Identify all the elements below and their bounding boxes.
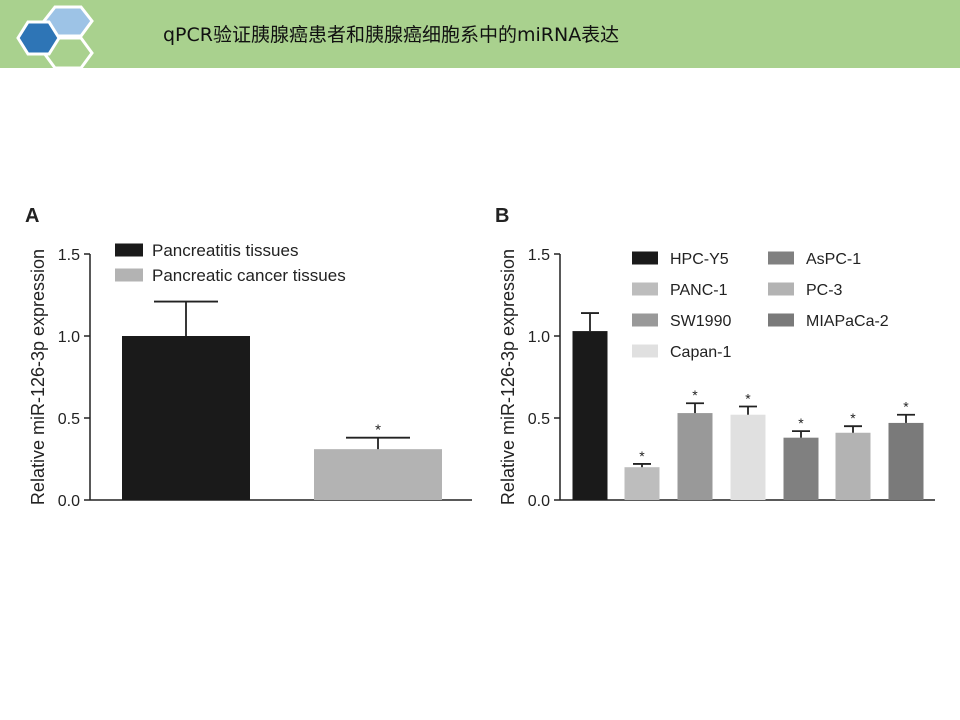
significance-mark: * [903, 399, 909, 415]
page-title: qPCR验证胰腺癌患者和胰腺癌细胞系中的miRNA表达 [163, 24, 620, 46]
y-tick-label: 1.5 [58, 247, 80, 264]
y-axis-label: Relative miR-126-3p expression [498, 249, 518, 505]
bar [572, 331, 608, 500]
legend-label: AsPC-1 [806, 251, 861, 268]
significance-mark: * [850, 410, 856, 426]
legend-label: Pancreatic cancer tissues [152, 266, 346, 285]
legend-swatch [768, 251, 794, 265]
legend-label: PANC-1 [670, 282, 728, 299]
legend-swatch [632, 344, 658, 358]
legend-swatch [115, 268, 143, 282]
bar [730, 414, 766, 500]
y-tick-label: 1.0 [528, 329, 550, 346]
y-tick-label: 0.0 [528, 493, 550, 510]
significance-mark: * [745, 391, 751, 407]
y-tick-label: 0.5 [528, 411, 550, 428]
y-axis-label: Relative miR-126-3p expression [28, 249, 48, 505]
legend-swatch [632, 282, 658, 296]
panel-label: B [495, 205, 509, 227]
legend-label: Capan-1 [670, 344, 731, 361]
bar [314, 449, 442, 500]
y-tick-label: 0.0 [58, 493, 80, 510]
bar [783, 437, 819, 500]
y-tick-label: 1.0 [58, 329, 80, 346]
bar [122, 336, 250, 500]
legend-label: Pancreatitis tissues [152, 241, 298, 260]
legend-label: PC-3 [806, 282, 843, 299]
title-banner [0, 0, 960, 68]
hexagon-dark-icon [16, 20, 61, 56]
bar [624, 467, 660, 500]
legend-swatch [768, 313, 794, 327]
bar [677, 413, 713, 500]
significance-mark: * [798, 415, 804, 431]
legend-label: MIAPaCa-2 [806, 313, 889, 330]
legend-label: SW1990 [670, 313, 731, 330]
significance-mark: * [692, 387, 698, 403]
legend-swatch [768, 282, 794, 296]
significance-mark: * [639, 448, 645, 464]
significance-mark: * [375, 422, 381, 439]
y-tick-label: 1.5 [528, 247, 550, 264]
legend-swatch [632, 251, 658, 265]
legend-swatch [115, 243, 143, 257]
bar [835, 432, 871, 500]
y-tick-label: 0.5 [58, 411, 80, 428]
hexagon-logo-icon [16, 5, 94, 68]
legend-swatch [632, 313, 658, 327]
legend-label: HPC-Y5 [670, 251, 729, 268]
panel-label: A [25, 205, 39, 227]
bar [888, 422, 924, 500]
